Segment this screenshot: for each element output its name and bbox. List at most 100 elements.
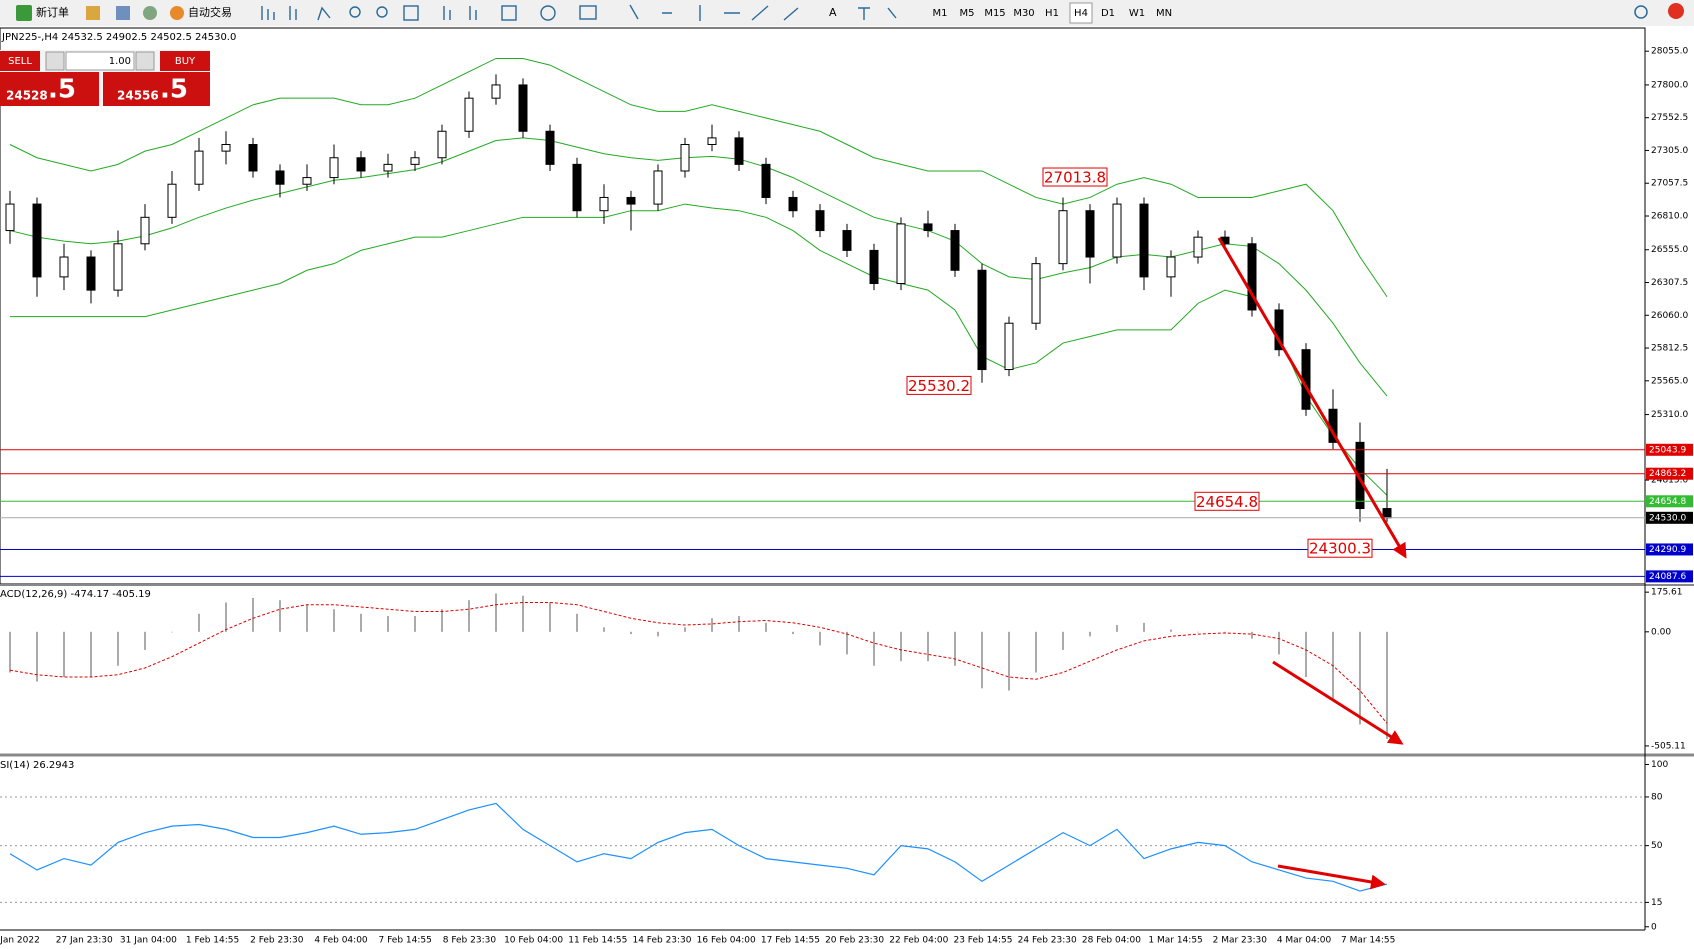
ask-price[interactable]: 24556: [117, 89, 159, 103]
y-tick-label: 27057.5: [1651, 179, 1688, 189]
indicators[interactable]: [501, 5, 517, 21]
candle-body: [1112, 203, 1122, 258]
macd-bar: [927, 631, 929, 662]
sell-price-box[interactable]: [0, 72, 99, 106]
icon[interactable]: [86, 6, 100, 20]
new-order-icon[interactable]: [16, 5, 32, 21]
lots-input[interactable]: [65, 51, 135, 71]
auto-trading-icon[interactable]: [170, 6, 184, 20]
x-tick-label: 1 Feb 14:55: [186, 936, 239, 946]
price-level-label: 24530.0: [1649, 513, 1686, 523]
y-tick-label: 26307.5: [1651, 278, 1688, 288]
bid-price[interactable]: 24528: [6, 89, 48, 103]
toolbar-bg: [0, 0, 1694, 26]
y-tick-label: 0: [1651, 922, 1657, 932]
candle-body: [464, 97, 474, 132]
sell-button[interactable]: [0, 51, 40, 71]
x-tick-label: 11 Feb 14:55: [568, 936, 627, 946]
annotation-box: [1042, 167, 1108, 187]
icon[interactable]: [143, 6, 157, 20]
candle-body: [788, 196, 798, 212]
y-tick-label: 27552.5: [1651, 113, 1688, 123]
tool-icon[interactable]: [289, 6, 297, 20]
new-order[interactable]: 新订单: [36, 5, 69, 19]
macd-bar: [954, 631, 956, 666]
buy-price-box[interactable]: [103, 72, 210, 106]
y-tick-label: 25310.0: [1651, 410, 1688, 420]
annotation-box: [1307, 538, 1373, 558]
candle-body: [869, 249, 879, 285]
candle-body: [761, 163, 771, 198]
price-level-label: 24863.2: [1649, 469, 1686, 479]
annotation: 24300.3: [1309, 540, 1371, 558]
y-tick-label: 15: [1651, 898, 1662, 908]
lots-down[interactable]: [45, 51, 65, 71]
lots-up[interactable]: [135, 51, 155, 71]
candle-body: [815, 210, 825, 232]
candle-body: [302, 177, 312, 185]
candle-body: [680, 144, 690, 172]
buy-label[interactable]: BUY: [175, 56, 196, 67]
macd-bar: [144, 631, 146, 650]
notifications[interactable]: [1668, 3, 1684, 19]
tool-icon[interactable]: [443, 6, 451, 20]
band-upper: [9, 57, 1388, 298]
timeframe[interactable]: H1: [1045, 8, 1059, 19]
timeframe[interactable]: M5: [960, 8, 975, 19]
tile[interactable]: [403, 5, 419, 21]
timeframe[interactable]: M15: [984, 8, 1005, 19]
macd-bar: [738, 616, 740, 632]
text-tool[interactable]: A: [829, 6, 837, 19]
periods[interactable]: [540, 5, 556, 21]
macd-bar: [657, 631, 659, 637]
ask-tail[interactable]: .5: [160, 75, 188, 105]
templates[interactable]: [579, 5, 597, 20]
zoom-in[interactable]: [349, 6, 361, 18]
timeframe[interactable]: D1: [1101, 8, 1115, 19]
tool-icon[interactable]: [317, 6, 331, 21]
macd-bar: [333, 609, 335, 632]
annotation: 27013.8: [1044, 169, 1106, 187]
macd-bar: [522, 595, 524, 632]
price-level-label: 25043.9: [1649, 445, 1686, 455]
timeframe[interactable]: M1: [933, 8, 948, 19]
timeframe[interactable]: W1: [1129, 8, 1145, 19]
candle-body: [221, 144, 231, 152]
price-level-box: [1646, 570, 1693, 583]
draw-tools[interactable]: [629, 4, 799, 21]
macd-bar: [1143, 622, 1145, 632]
draw-tools[interactable]: [858, 7, 897, 20]
candle-body: [5, 203, 15, 232]
x-tick-label: 10 Feb 04:00: [504, 936, 563, 946]
active-timeframe-box: [1069, 2, 1093, 24]
lots-value[interactable]: 1.00: [109, 56, 131, 67]
timeframe[interactable]: H4: [1074, 8, 1088, 19]
sell-label[interactable]: SELL: [8, 56, 32, 67]
timeframe[interactable]: MN: [1156, 8, 1172, 19]
tool-icon[interactable]: [261, 6, 275, 20]
x-tick-label: 24 Feb 23:30: [1018, 936, 1077, 946]
macd-bar: [306, 604, 308, 632]
y-tick-label: 27305.0: [1651, 146, 1688, 156]
macd-bar: [1224, 631, 1226, 633]
zoom-out[interactable]: [376, 6, 388, 18]
bid-tail[interactable]: .5: [48, 75, 76, 105]
band-lower: [10, 203, 1388, 496]
candle-body: [545, 130, 555, 165]
macd-title: ACD(12,26,9) -474.17 -405.19: [0, 589, 151, 600]
tool-icon[interactable]: [469, 6, 477, 20]
macd-bar: [387, 616, 389, 632]
y-tick-label: 50: [1651, 841, 1663, 851]
auto-trading[interactable]: 自动交易: [188, 5, 232, 19]
timeframe[interactable]: M30: [1013, 8, 1034, 19]
icon[interactable]: [116, 6, 130, 20]
y-tick-label: 26810.0: [1651, 211, 1688, 221]
buy-button[interactable]: [160, 51, 210, 71]
macd-bar: [603, 627, 605, 632]
y-tick-label: 26060.0: [1651, 311, 1688, 321]
y-tick-label: 24815.0: [1651, 476, 1688, 486]
candle-body: [842, 230, 852, 251]
candle-body: [383, 163, 393, 172]
candle-body: [734, 137, 744, 165]
search[interactable]: [1634, 5, 1648, 19]
